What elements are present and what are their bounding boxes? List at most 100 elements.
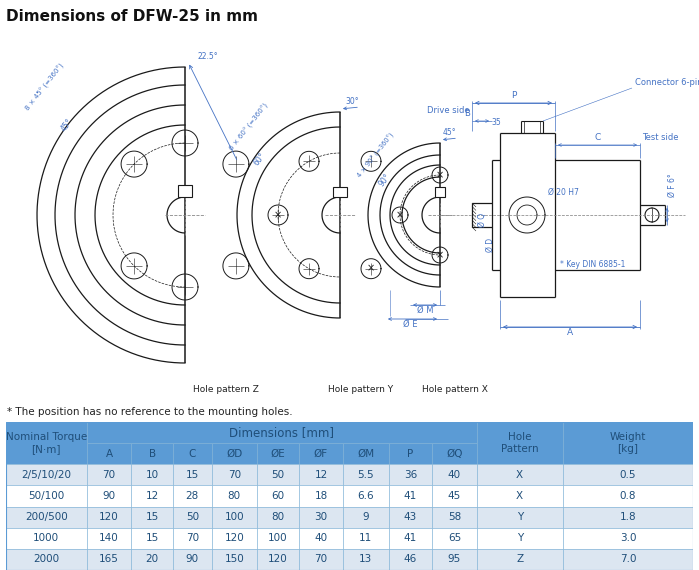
Text: Connector 6-pin: Connector 6-pin xyxy=(635,78,699,87)
Text: Dimensions [mm]: Dimensions [mm] xyxy=(229,426,334,439)
Bar xyxy=(87,507,131,528)
Text: 43: 43 xyxy=(404,512,417,522)
Text: 70: 70 xyxy=(228,470,241,480)
Bar xyxy=(299,443,343,465)
Bar xyxy=(299,486,343,507)
Text: A: A xyxy=(106,449,113,459)
Bar xyxy=(212,443,257,465)
Bar xyxy=(257,507,299,528)
Text: 41: 41 xyxy=(404,534,417,543)
Bar xyxy=(131,465,173,486)
Text: 120: 120 xyxy=(268,555,288,564)
Bar xyxy=(131,507,173,528)
Bar xyxy=(212,507,257,528)
Text: Ø M: Ø M xyxy=(417,306,433,315)
Text: 140: 140 xyxy=(99,534,119,543)
Text: P: P xyxy=(511,91,516,100)
Text: Ø D: Ø D xyxy=(486,238,495,252)
Bar xyxy=(299,549,343,570)
Text: 20: 20 xyxy=(145,555,159,564)
Text: B: B xyxy=(464,109,470,118)
Bar xyxy=(299,528,343,549)
Text: 41: 41 xyxy=(404,491,417,501)
Bar xyxy=(563,528,693,549)
Bar xyxy=(343,507,389,528)
Text: 3.0: 3.0 xyxy=(620,534,636,543)
Text: 1.8: 1.8 xyxy=(620,512,636,522)
Text: ØM: ØM xyxy=(357,449,374,459)
Bar xyxy=(212,486,257,507)
Text: Dimensions of DFW-25 in mm: Dimensions of DFW-25 in mm xyxy=(6,9,258,24)
Text: 13: 13 xyxy=(359,555,373,564)
Bar xyxy=(299,507,343,528)
Bar xyxy=(257,486,299,507)
Text: 11: 11 xyxy=(359,534,373,543)
Bar xyxy=(477,528,563,549)
Bar xyxy=(563,422,693,465)
Bar xyxy=(87,549,131,570)
Bar xyxy=(343,443,389,465)
Text: ØD: ØD xyxy=(226,449,243,459)
Text: 90: 90 xyxy=(186,555,199,564)
Text: B: B xyxy=(148,449,156,459)
Text: ØF: ØF xyxy=(314,449,328,459)
Bar xyxy=(563,507,693,528)
Text: * The position has no reference to the mounting holes.: * The position has no reference to the m… xyxy=(7,407,293,417)
Bar xyxy=(389,507,432,528)
Text: 120: 120 xyxy=(99,512,119,522)
Bar xyxy=(6,528,87,549)
Text: 10: 10 xyxy=(145,470,159,480)
Text: 60: 60 xyxy=(271,491,284,501)
Text: Test side: Test side xyxy=(642,133,679,142)
Bar xyxy=(87,486,131,507)
Bar xyxy=(389,443,432,465)
Bar xyxy=(477,507,563,528)
Bar xyxy=(6,465,87,486)
Bar xyxy=(212,528,257,549)
Text: X: X xyxy=(516,470,524,480)
Text: ×: × xyxy=(436,170,444,180)
Bar xyxy=(333,187,347,197)
Bar xyxy=(131,443,173,465)
Bar xyxy=(477,486,563,507)
Text: 1000: 1000 xyxy=(33,534,59,543)
Text: ×: × xyxy=(367,264,375,274)
Text: Ø 20 H7: Ø 20 H7 xyxy=(548,188,579,197)
Text: 50: 50 xyxy=(271,470,284,480)
Text: 45: 45 xyxy=(448,491,461,501)
Text: 60°: 60° xyxy=(252,151,268,167)
Bar xyxy=(563,465,693,486)
Bar xyxy=(131,486,173,507)
Text: Y: Y xyxy=(517,512,523,522)
Text: 65: 65 xyxy=(448,534,461,543)
Text: 120: 120 xyxy=(224,534,244,543)
Bar xyxy=(343,465,389,486)
Text: 12: 12 xyxy=(315,470,328,480)
Text: C: C xyxy=(594,133,600,142)
Bar xyxy=(343,528,389,549)
Text: 7.0: 7.0 xyxy=(620,555,636,564)
Bar xyxy=(87,443,131,465)
Bar xyxy=(173,486,212,507)
Text: ØE: ØE xyxy=(271,449,285,459)
Text: A: A xyxy=(567,328,573,337)
Text: 40: 40 xyxy=(448,470,461,480)
Text: 100: 100 xyxy=(224,512,244,522)
Text: 100: 100 xyxy=(268,534,288,543)
Bar xyxy=(173,549,212,570)
Text: * Key DIN 6885-1: * Key DIN 6885-1 xyxy=(560,260,626,269)
Bar xyxy=(563,486,693,507)
Text: Z: Z xyxy=(516,555,524,564)
Bar xyxy=(477,422,563,465)
Text: 35: 35 xyxy=(491,118,501,127)
Text: Hole pattern Y: Hole pattern Y xyxy=(328,385,393,394)
Bar xyxy=(432,443,477,465)
Text: 80: 80 xyxy=(271,512,284,522)
Bar xyxy=(432,528,477,549)
Text: 40: 40 xyxy=(315,534,328,543)
Bar xyxy=(343,486,389,507)
Bar xyxy=(477,549,563,570)
Text: 45°: 45° xyxy=(443,128,456,137)
Text: C: C xyxy=(189,449,196,459)
Text: P: P xyxy=(408,449,414,459)
